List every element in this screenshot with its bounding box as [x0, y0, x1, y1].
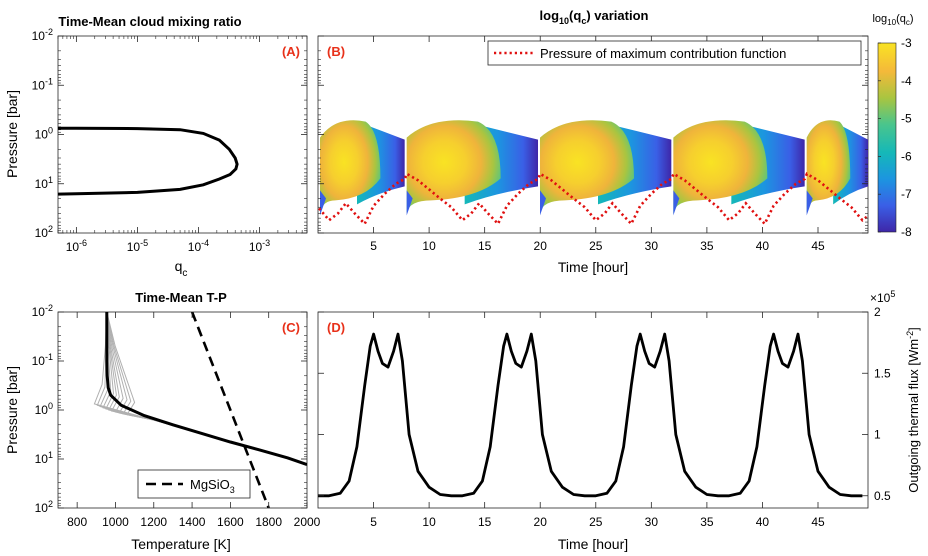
- x-tick-label: 5: [370, 239, 377, 253]
- y-tick-label: 1.5: [874, 366, 891, 380]
- x-tick-label: 40: [756, 239, 770, 253]
- x-tick-label: 20: [534, 239, 548, 253]
- y-tick-label: 2: [874, 305, 881, 319]
- panel-b-title: log10(qc) variation: [540, 8, 649, 26]
- panel-c-condensation-curve: [190, 312, 270, 508]
- panel-a-axes: [57, 35, 308, 234]
- y-tick-label: 100: [35, 401, 53, 417]
- y-tick-label: 0.5: [874, 489, 891, 503]
- y-tick-label: 10-1: [32, 76, 53, 92]
- y-tick-label: 10-2: [32, 303, 53, 319]
- panel-a-xlabel: qc: [175, 258, 188, 279]
- y-tick-label: 1: [874, 428, 881, 442]
- heatmap-cloud-edge: [406, 190, 413, 216]
- x-tick-label: 1000: [102, 515, 129, 529]
- panel-d-label: (D): [327, 320, 345, 335]
- panel-a-ylabel: Pressure [bar]: [4, 90, 20, 178]
- heatmap-cloud-edge: [806, 190, 813, 216]
- x-tick-label: 1400: [179, 515, 206, 529]
- x-tick-label: 10: [422, 239, 436, 253]
- y-tick-label: 101: [35, 175, 53, 191]
- y-tick-label: 10-2: [32, 27, 53, 43]
- x-tick-label: 10-3: [249, 238, 270, 254]
- x-tick-label: 15: [478, 239, 492, 253]
- y-tick-label: 102: [35, 224, 53, 240]
- x-tick-label: 30: [645, 239, 659, 253]
- colorbar-ticks: -3 -4 -5 -6 -7 -8: [878, 36, 912, 239]
- panel-a-label: (A): [282, 44, 300, 59]
- panel-a: Time-Mean cloud mixing ratio 10-2 10-1 100…: [4, 14, 308, 279]
- x-tick-label: 25: [589, 515, 603, 529]
- panel-c: Time-Mean T-P 10-2 10-1 100 101 102 800 1000 12…: [4, 290, 321, 552]
- panel-b: log10(qc) variation 5 10 15 20 25 30 35 40 45 (B…: [317, 8, 914, 275]
- panel-b-xlabel: Time [hour]: [558, 259, 628, 275]
- x-tick-label: 1800: [255, 515, 282, 529]
- x-tick-label: 10-5: [127, 238, 148, 254]
- x-tick-label: 800: [67, 515, 87, 529]
- x-tick-label: 35: [700, 239, 714, 253]
- x-tick-label: 30: [645, 515, 659, 529]
- panel-c-mean-profile: [105, 312, 307, 467]
- panel-d-xlabel: Time [hour]: [558, 536, 628, 552]
- x-tick-label: 15: [478, 515, 492, 529]
- colorbar: [877, 42, 897, 233]
- colorbar-label: log10(qc): [872, 13, 913, 27]
- panel-c-xlabel: Temperature [K]: [131, 536, 231, 552]
- heatmap-cloud-core: [320, 120, 381, 214]
- x-tick-label: 45: [811, 239, 825, 253]
- panel-a-ticks: 10-2 10-1 100 101 102 10-6 10-5 10-4 10-3: [32, 27, 308, 254]
- y-tick-label: 102: [35, 499, 53, 515]
- panel-d-ticks: 5 10 15 20 25 30 35 40 45 0.5 1 1.5 2: [318, 305, 891, 529]
- panel-b-label: (B): [327, 44, 345, 59]
- colorbar-tick-label: -7: [901, 187, 912, 201]
- panel-c-label: (C): [282, 320, 300, 335]
- panel-c-legend-box: [137, 469, 251, 499]
- panel-c-legend-label: MgSiO3: [190, 477, 235, 495]
- heatmap-cloud-edge: [320, 190, 326, 216]
- x-tick-label: 10-4: [188, 238, 209, 254]
- colorbar-tick-label: -3: [901, 36, 912, 50]
- heatmap-cloud-edge: [673, 190, 680, 216]
- panel-b-ticks: 5 10 15 20 25 30 35 40 45: [318, 35, 868, 253]
- x-tick-label: 35: [700, 515, 714, 529]
- panel-d-multiplier: ×105: [870, 289, 895, 305]
- panel-a-title: Time-Mean cloud mixing ratio: [58, 14, 241, 29]
- panel-c-ylabel: Pressure [bar]: [4, 366, 20, 454]
- colorbar-tick-label: -8: [901, 225, 912, 239]
- y-tick-label: 100: [35, 126, 53, 142]
- colorbar-tick-label: -4: [901, 74, 912, 88]
- panel-b-legend: Pressure of maximum contribution functio…: [487, 40, 862, 66]
- colorbar-tick-label: -5: [901, 112, 912, 126]
- x-tick-label: 40: [756, 515, 770, 529]
- x-tick-label: 10: [422, 515, 436, 529]
- x-tick-label: 5: [370, 515, 377, 529]
- panel-c-title: Time-Mean T-P: [135, 290, 227, 305]
- y-tick-label: 101: [35, 450, 53, 466]
- panel-b-legend-box: [487, 40, 862, 66]
- panel-b-legend-label: Pressure of maximum contribution functio…: [540, 46, 786, 61]
- x-tick-label: 10-6: [66, 238, 87, 254]
- x-tick-label: 45: [811, 515, 825, 529]
- x-tick-label: 1200: [140, 515, 167, 529]
- heatmap-cloud-core: [806, 120, 851, 214]
- panel-d-ylabel: Outgoing thermal flux [Wm-2]: [905, 327, 921, 493]
- panel-d: 5 10 15 20 25 30 35 40 45 0.5 1 1.5 2 (D) ×105 Time …: [317, 289, 921, 552]
- x-tick-label: 25: [589, 239, 603, 253]
- panel-c-legend: MgSiO3: [137, 469, 251, 499]
- x-tick-label: 2000: [294, 515, 321, 529]
- panel-a-mixing-ratio-curve: [58, 126, 239, 196]
- x-tick-label: 20: [534, 515, 548, 529]
- heatmap-cloud-edge: [540, 190, 546, 216]
- panel-d-flux-curve: [318, 332, 863, 498]
- x-tick-label: 1600: [217, 515, 244, 529]
- colorbar-tick-label: -6: [901, 149, 912, 163]
- panel-c-ticks: 10-2 10-1 100 101 102 800 1000 1200 1400 1600 1800…: [32, 303, 321, 529]
- y-tick-label: 10-1: [32, 352, 53, 368]
